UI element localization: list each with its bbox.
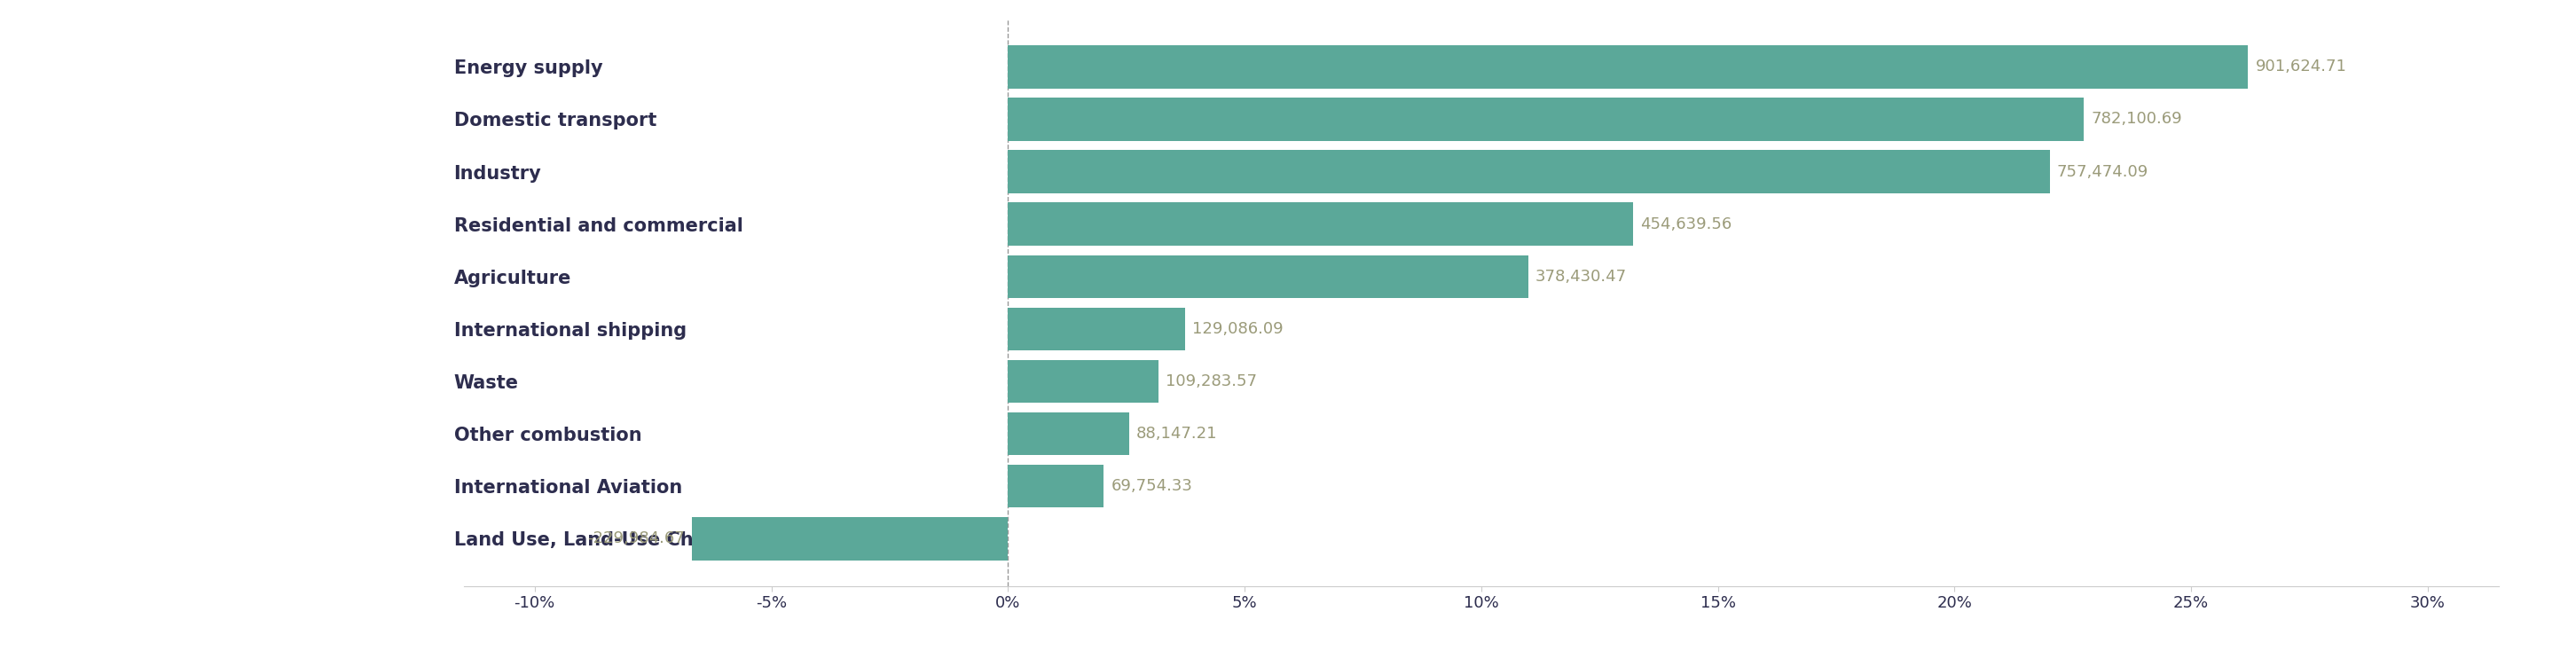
Text: -229,984.67: -229,984.67	[587, 531, 685, 547]
Bar	[1007, 98, 2084, 141]
Text: 378,430.47: 378,430.47	[1535, 268, 1628, 284]
Text: 757,474.09: 757,474.09	[2058, 163, 2148, 180]
Bar	[1007, 465, 1105, 508]
Text: 69,754.33: 69,754.33	[1110, 478, 1193, 494]
Text: 782,100.69: 782,100.69	[2092, 111, 2182, 127]
Text: 454,639.56: 454,639.56	[1641, 216, 1731, 232]
Bar	[1007, 46, 2249, 89]
Text: 901,624.71: 901,624.71	[2254, 59, 2347, 75]
Text: 109,283.57: 109,283.57	[1164, 374, 1257, 389]
Bar	[1007, 202, 1633, 245]
Bar	[1007, 360, 1159, 403]
Bar	[1007, 307, 1185, 350]
Bar	[1007, 412, 1128, 455]
Bar	[1007, 255, 1528, 298]
Bar	[690, 517, 1007, 560]
Text: 129,086.09: 129,086.09	[1193, 321, 1283, 337]
Text: 88,147.21: 88,147.21	[1136, 426, 1218, 442]
Bar	[1007, 150, 2050, 193]
